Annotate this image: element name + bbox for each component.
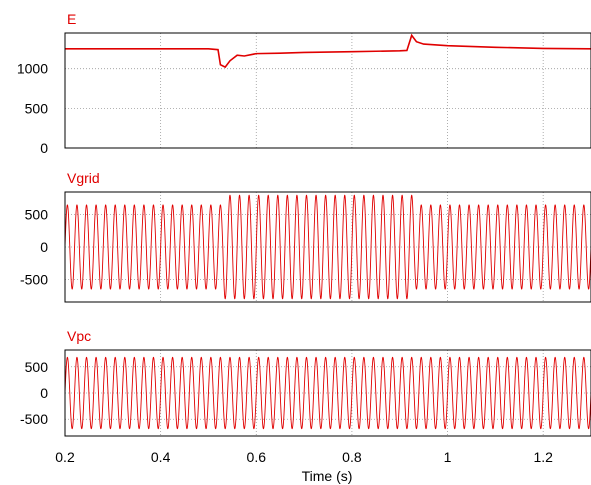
plot-frame: [64, 191, 591, 303]
y-tick-label: 0: [40, 239, 48, 255]
x-tick-label: 0.2: [55, 449, 75, 465]
x-tick-label: 0.8: [342, 449, 362, 465]
panel-e: E 0 500 1000: [17, 11, 591, 156]
x-axis-label: Time (s): [302, 468, 353, 484]
series-label-vgrid: Vgrid: [67, 170, 100, 186]
plot-frame: [64, 32, 591, 149]
series-line-e: [65, 33, 591, 69]
y-tick-label: 500: [25, 100, 49, 116]
x-tick-label: 1.2: [533, 449, 553, 465]
y-tick-label: 500: [25, 359, 49, 375]
y-tick-label: -500: [20, 271, 48, 287]
plot-frame: [64, 349, 591, 437]
panel-vpc: Vpc -500 0 500 0.2 0.4 0.6 0.8 1 1.2: [20, 328, 591, 465]
series-label-e: E: [67, 11, 76, 27]
y-tick-label: 0: [40, 385, 48, 401]
x-tick-label: 0.6: [247, 449, 267, 465]
x-tick-label: 0.4: [151, 449, 171, 465]
panel-vgrid: Vgrid -500 0 500: [20, 170, 591, 303]
y-tick-label: 1000: [17, 61, 48, 77]
y-tick-label: -500: [20, 411, 48, 427]
series-label-vpc: Vpc: [67, 328, 91, 344]
y-tick-label: 0: [40, 140, 48, 156]
x-tick-label: 1: [444, 449, 452, 465]
series-line-vgrid: [64, 194, 591, 300]
series-line-vpc: [64, 356, 591, 430]
y-tick-label: 500: [25, 207, 49, 223]
